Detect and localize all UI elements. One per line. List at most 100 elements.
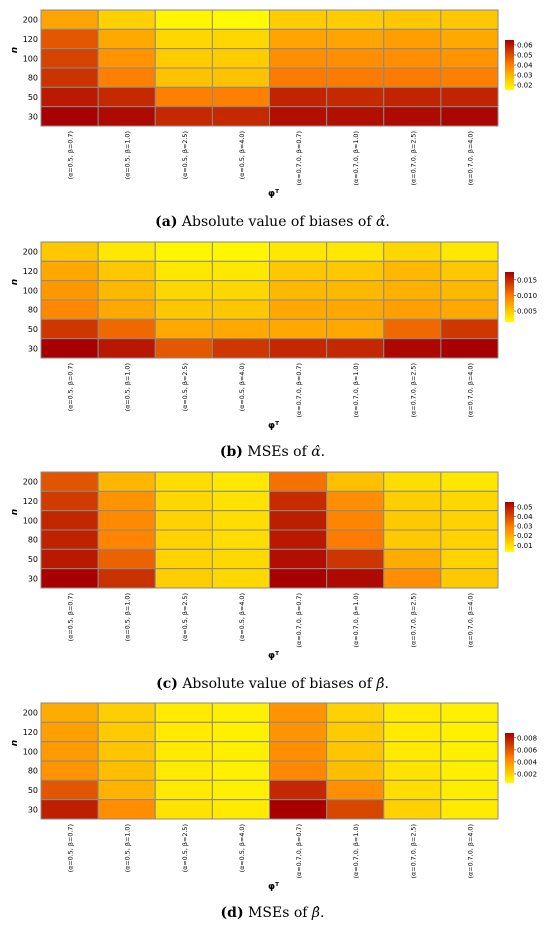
legend-tick-label: 0.015 [517, 276, 537, 284]
heatmap-cell [211, 86, 271, 108]
heatmap-cell [154, 241, 213, 262]
heatmap-cell [154, 48, 213, 69]
heatmap-cell [440, 490, 499, 512]
heatmap-cell [440, 318, 499, 340]
legend-colorbar [505, 272, 514, 322]
heatmap-cell [40, 67, 99, 88]
y-tick-label: 120 [23, 35, 38, 44]
heatmap-cell [326, 510, 385, 531]
caption-c: (c) Absolute value of biases of β̂. [156, 676, 389, 692]
x-tick-label: (α=0.7,0, β=1.0) [352, 593, 360, 647]
heatmap-cell [269, 318, 328, 340]
heatmap-cell [383, 48, 442, 69]
heatmap-cell [154, 28, 213, 50]
heatmap-cell [211, 490, 271, 512]
heatmap-cell [40, 490, 99, 512]
legend-colorbar [505, 40, 514, 90]
x-tick-label: (α=0.7,0, β=4.0) [466, 824, 474, 878]
heatmap-cell [40, 48, 99, 69]
heatmap-cell [40, 721, 99, 743]
x-tick-label: (α=0.7,0, β=2.5) [409, 363, 417, 417]
heatmap-cell [440, 67, 499, 88]
y-tick-label: 30 [28, 112, 38, 121]
heatmap-cell [97, 48, 156, 69]
heatmap-d: 200 120 100 80 50 30 n (α=0.5, β=0.7) (α=0.5, β=… [10, 702, 538, 892]
heatmap-cell [326, 529, 385, 550]
heatmap-cell [211, 67, 271, 88]
x-tick-label: (α=0.7,0, β=2.5) [409, 824, 417, 878]
y-axis-label: n [10, 740, 20, 746]
heatmap-cell [440, 86, 499, 108]
heatmap-cell [40, 241, 99, 262]
heatmap-cell [440, 548, 499, 570]
heatmap-cell [440, 721, 499, 743]
heatmap-cell [211, 760, 271, 781]
x-tick-label: (α=0.5, β=4.0) [238, 824, 246, 872]
heatmap-b: 200 120 100 80 50 30 n (α=0.5, β=0.7) (α=0.5, β=… [10, 241, 537, 431]
panel-c: 200 120 100 80 50 30 n (α=0.5, β=0.7) (α=0.5, β=… [0, 462, 545, 702]
y-tick-label: 50 [28, 786, 38, 795]
heatmap-cell [326, 299, 385, 320]
heatmap-cell [383, 760, 442, 781]
legend-tick-label: 0.03 [517, 72, 533, 80]
heatmap-cell [211, 241, 271, 262]
heatmap-cell [326, 799, 385, 820]
heatmap-cell [154, 799, 213, 820]
caption-label: (b) [219, 444, 243, 460]
heatmap-cell [269, 510, 328, 531]
heatmap-cell [211, 510, 271, 531]
heatmap-cell [154, 760, 213, 781]
heatmap-cell [211, 280, 271, 301]
heatmap-cell [269, 529, 328, 550]
heatmap-cell [211, 338, 271, 359]
heatmap-cell [211, 471, 271, 492]
caption-a: (a) Absolute value of biases of α̂. [155, 214, 390, 230]
heatmap-cell [440, 741, 499, 762]
heatmap-cell [326, 318, 385, 340]
legend-tick-label: 0.01 [517, 542, 533, 550]
legend-tick-label: 0.010 [517, 292, 537, 300]
legend-colorbar [505, 502, 514, 552]
x-tick-label: (α=0.5, β=1.0) [124, 593, 132, 641]
heatmap-cell [40, 338, 99, 359]
heatmap-cell [97, 260, 156, 282]
y-tick-label: 80 [28, 536, 38, 545]
heatmap-cell [40, 260, 99, 282]
heatmap-cell [211, 548, 271, 570]
caption-symbol: α̂ [375, 214, 386, 230]
y-tick-label: 200 [23, 16, 38, 25]
heatmap-cell [154, 568, 213, 589]
heatmap-cell [269, 338, 328, 359]
heatmap-cell [383, 799, 442, 820]
heatmap-cell [97, 548, 156, 570]
heatmap-cell [269, 490, 328, 512]
heatmap-cell [40, 568, 99, 589]
panel-a: 200 120 100 80 50 30 n (α=0.5, β=0.7) (α=0.5, β=… [0, 0, 545, 240]
heatmap-cell [269, 67, 328, 88]
heatmap-cell [383, 490, 442, 512]
legend-tick-label: 0.05 [517, 52, 533, 60]
heatmap-cell [326, 548, 385, 570]
heatmap-cell [154, 741, 213, 762]
heatmap-cell [440, 471, 499, 492]
legend-tick-label: 0.04 [517, 62, 533, 70]
heatmap-cell [154, 86, 213, 108]
x-tick-label: (α=0.5, β=0.7) [67, 363, 75, 411]
heatmap-cell [40, 510, 99, 531]
x-tick-label: (α=0.7,0, β=0.7) [295, 363, 303, 417]
x-tick-label: (α=0.5, β=1.0) [124, 131, 132, 179]
heatmap-cell [211, 799, 271, 820]
caption-d: (d) MSEs of β̂. [220, 905, 325, 921]
heatmap-cell [40, 741, 99, 762]
heatmap-cell [97, 241, 156, 262]
heatmap-cell [269, 741, 328, 762]
x-tick-label: (α=0.7,0, β=4.0) [466, 363, 474, 417]
heatmap-cell [40, 471, 99, 492]
heatmap-cell [40, 280, 99, 301]
y-tick-label: 80 [28, 767, 38, 776]
heatmap-cell [269, 299, 328, 320]
caption-text: MSEs of [248, 905, 308, 921]
heatmap-cell [440, 529, 499, 550]
heatmap-cell [269, 280, 328, 301]
heatmap-cell [383, 471, 442, 492]
